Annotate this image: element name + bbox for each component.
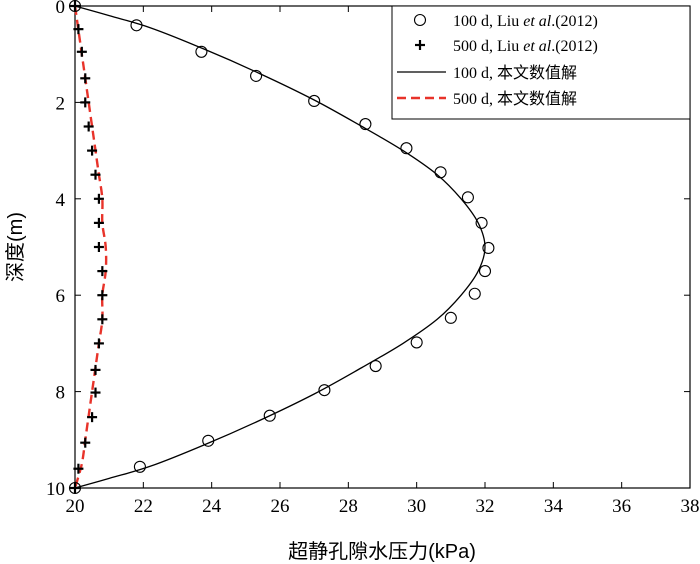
x-axis: 20 22 24 26 28 30 32 34 36 38 [66,6,700,517]
data-point-100d-liu [482,241,495,255]
y-tick-label: 6 [56,286,66,307]
x-tick-label: 28 [339,496,358,517]
x-tick-label: 30 [407,496,426,517]
data-point-100d-liu [68,0,82,13]
data-point-100d-liu [263,409,276,422]
data-point-500d-liu [70,1,80,11]
legend-label-part: et al [523,13,552,30]
data-point-500d-liu [93,338,104,349]
legend-label: 500 d, Liu et al.(2012) [453,38,598,55]
data-point-500d-liu [93,217,104,228]
data-point-500d-liu [73,24,84,35]
y-tick-label: 0 [56,0,66,18]
data-point-100d-liu [434,166,447,179]
x-tick-label: 32 [476,496,495,517]
plot-frame [74,5,691,489]
data-point-500d-liu [90,364,101,375]
legend: 100 d, Liu et al.(2012)500 d, Liu et al.… [391,5,691,120]
data-point-100d-liu [475,216,488,229]
x-tick-label: 20 [66,496,85,517]
y-tick-label: 2 [56,93,66,114]
series-layer [68,0,495,495]
data-point-100d-liu [202,434,215,447]
data-point-100d-liu [369,360,382,373]
series-line-500d-numerical [73,5,108,489]
data-point-100d-liu [68,481,82,495]
data-point-100d-liu [444,311,457,324]
data-point-500d-liu [97,314,108,325]
data-point-500d-liu [93,193,104,204]
x-axis-label: 超静孔隙水压力(kPa) [288,540,476,563]
data-point-500d-liu [90,169,101,180]
x-tick-label: 34 [544,496,564,517]
y-tick-label: 8 [56,383,66,404]
data-point-100d-liu [478,265,492,278]
data-point-100d-liu [308,94,321,108]
x-tick-label: 24 [202,496,222,517]
legend-label: 500 d, 本文数值解 [453,90,577,108]
legend-label-part: et al [523,38,552,55]
data-point-100d-liu [250,69,263,82]
data-point-500d-liu [83,121,94,132]
data-point-500d-liu [73,463,84,474]
legend-label-part: 500 d, Liu [453,38,523,55]
data-point-100d-liu [133,460,146,473]
data-point-500d-liu [80,97,91,108]
y-tick-label: 4 [56,190,66,211]
series-line-100d-numerical [74,5,486,489]
x-tick-label: 38 [681,496,700,517]
y-tick-label: 10 [46,479,65,500]
legend-label: 100 d, Liu et al.(2012) [453,13,598,30]
data-point-100d-liu [400,142,413,155]
data-point-100d-liu [410,336,423,349]
data-point-500d-liu [80,437,91,448]
legend-box [391,5,691,120]
data-point-100d-liu [195,45,208,58]
data-point-100d-liu [468,287,481,300]
legend-plus-marker [415,40,425,50]
y-axis-label: 深度(m) [4,212,27,282]
x-tick-label: 36 [612,496,631,517]
data-point-500d-liu [70,483,80,493]
data-point-100d-liu [318,384,331,397]
data-point-500d-liu [87,412,98,423]
data-point-500d-liu [93,242,104,252]
legend-label: 100 d, 本文数值解 [453,64,577,82]
x-tick-label: 22 [134,496,153,517]
data-point-500d-liu [87,145,98,156]
x-tick-label: 26 [271,496,290,517]
legend-label-part: 100 d, Liu [453,13,523,30]
legend-label-part: .(2012) [551,38,598,55]
legend-circle-marker [413,13,427,27]
data-point-500d-liu [90,387,101,398]
legend-label-part: .(2012) [551,13,598,30]
data-point-100d-liu [461,191,474,204]
data-point-500d-liu [76,46,87,57]
data-point-100d-liu [130,19,143,32]
data-point-500d-liu [97,290,108,301]
data-point-500d-liu [97,266,108,277]
data-point-500d-liu [80,73,91,84]
data-point-100d-liu [359,118,372,131]
